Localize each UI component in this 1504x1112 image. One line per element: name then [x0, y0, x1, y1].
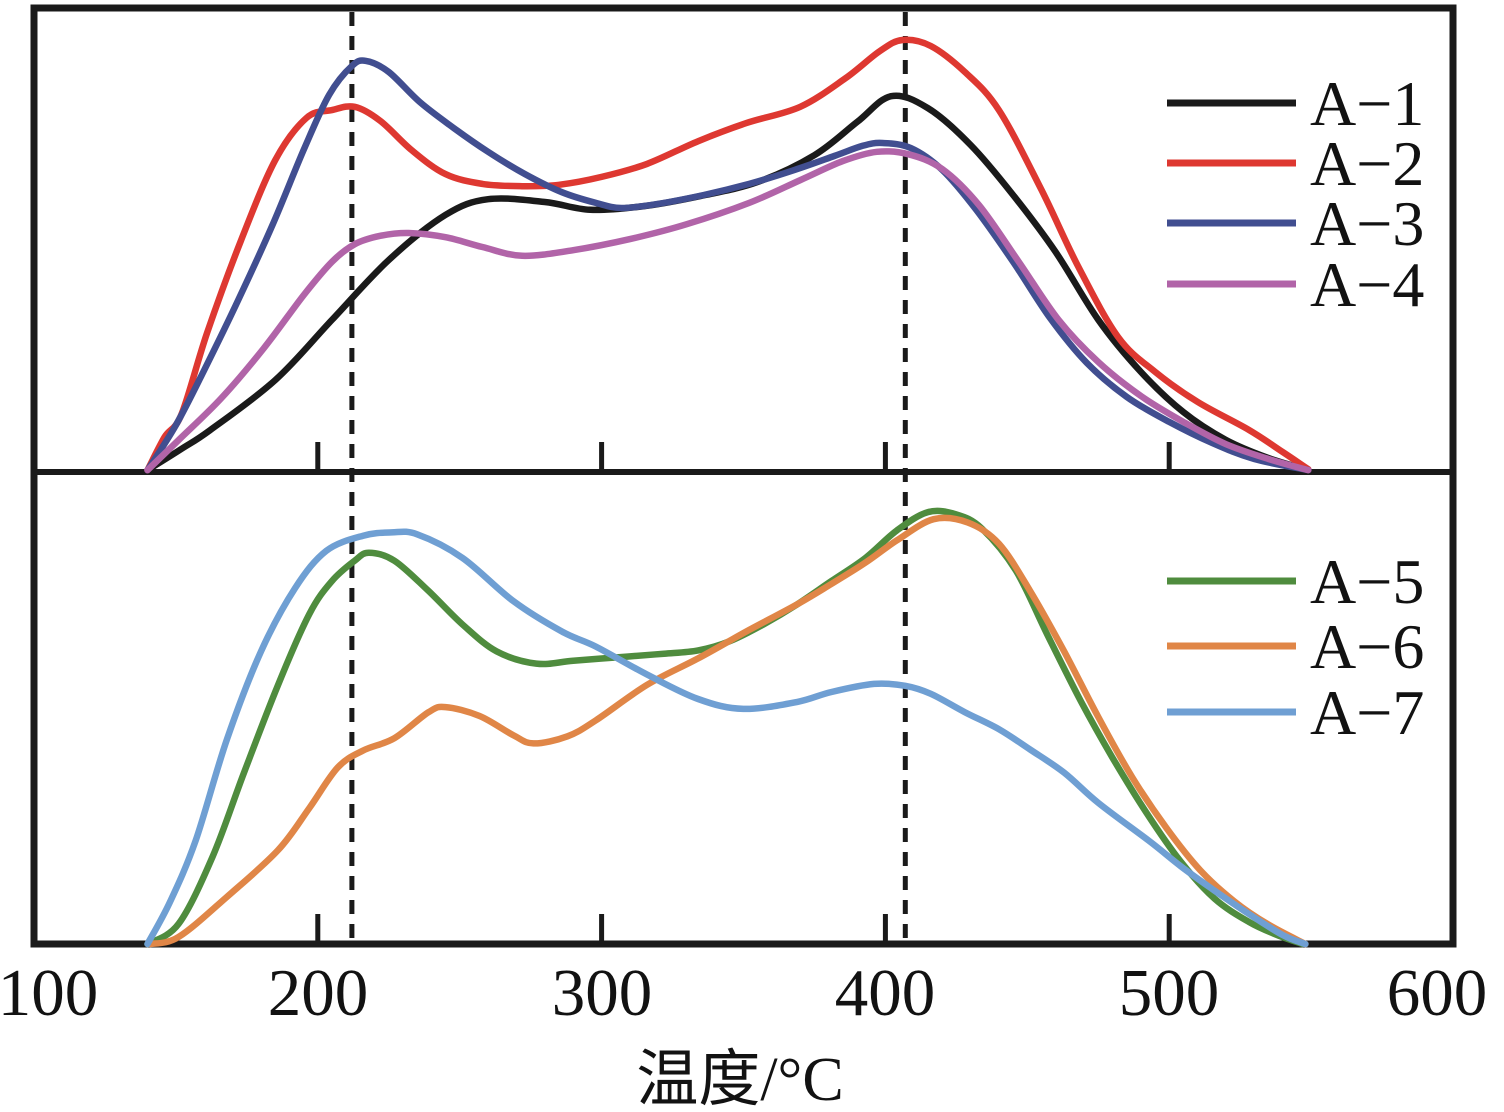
curve-a-1 [144, 92, 1312, 474]
legend-label-a-3: A−3 [1310, 188, 1424, 259]
legend-item-a-3: A−3 [1167, 188, 1424, 259]
curve-a-3 [144, 57, 1312, 474]
curve-a-2 [144, 36, 1312, 474]
x-tick-label-300: 300 [552, 956, 653, 1030]
curve-a-5 [144, 507, 1306, 948]
x-tick-label-500: 500 [1119, 956, 1220, 1030]
curve-a-6 [147, 514, 1309, 948]
legend-item-a-5: A−5 [1167, 546, 1424, 617]
legend-item-a-6: A−6 [1167, 611, 1424, 682]
reference-lines-layer [349, 12, 908, 940]
x-tick-label-400: 400 [835, 956, 936, 1030]
axis-ticks-layer [315, 442, 1172, 944]
legend-item-a-7: A−7 [1167, 677, 1424, 748]
legend-label-a-5: A−5 [1310, 546, 1424, 617]
legend-label-a-7: A−7 [1310, 677, 1424, 748]
curves-layer [144, 36, 1312, 948]
legend-label-a-4: A−4 [1310, 249, 1424, 320]
legend-top: A−1 A−2 A−3 A−4 [1167, 68, 1424, 320]
legend-label-a-1: A−1 [1310, 68, 1424, 139]
x-tick-label-100: 100 [0, 956, 98, 1030]
legend-label-a-2: A−2 [1310, 128, 1424, 199]
x-axis-title: 温度/°C [636, 1046, 843, 1112]
x-axis-tick-labels: 100 200 300 400 500 600 [0, 956, 1487, 1030]
legend-label-a-6: A−6 [1310, 611, 1424, 682]
x-tick-label-200: 200 [268, 956, 369, 1030]
plot-frame [30, 4, 1457, 948]
legend-item-a-4: A−4 [1167, 249, 1424, 320]
curve-a-7 [144, 528, 1309, 948]
legend-item-a-1: A−1 [1167, 68, 1424, 139]
x-tick-label-600: 600 [1387, 956, 1488, 1030]
legend-item-a-2: A−2 [1167, 128, 1424, 199]
curve-a-4 [144, 148, 1312, 474]
legend-bottom: A−5 A−6 A−7 [1167, 546, 1424, 748]
